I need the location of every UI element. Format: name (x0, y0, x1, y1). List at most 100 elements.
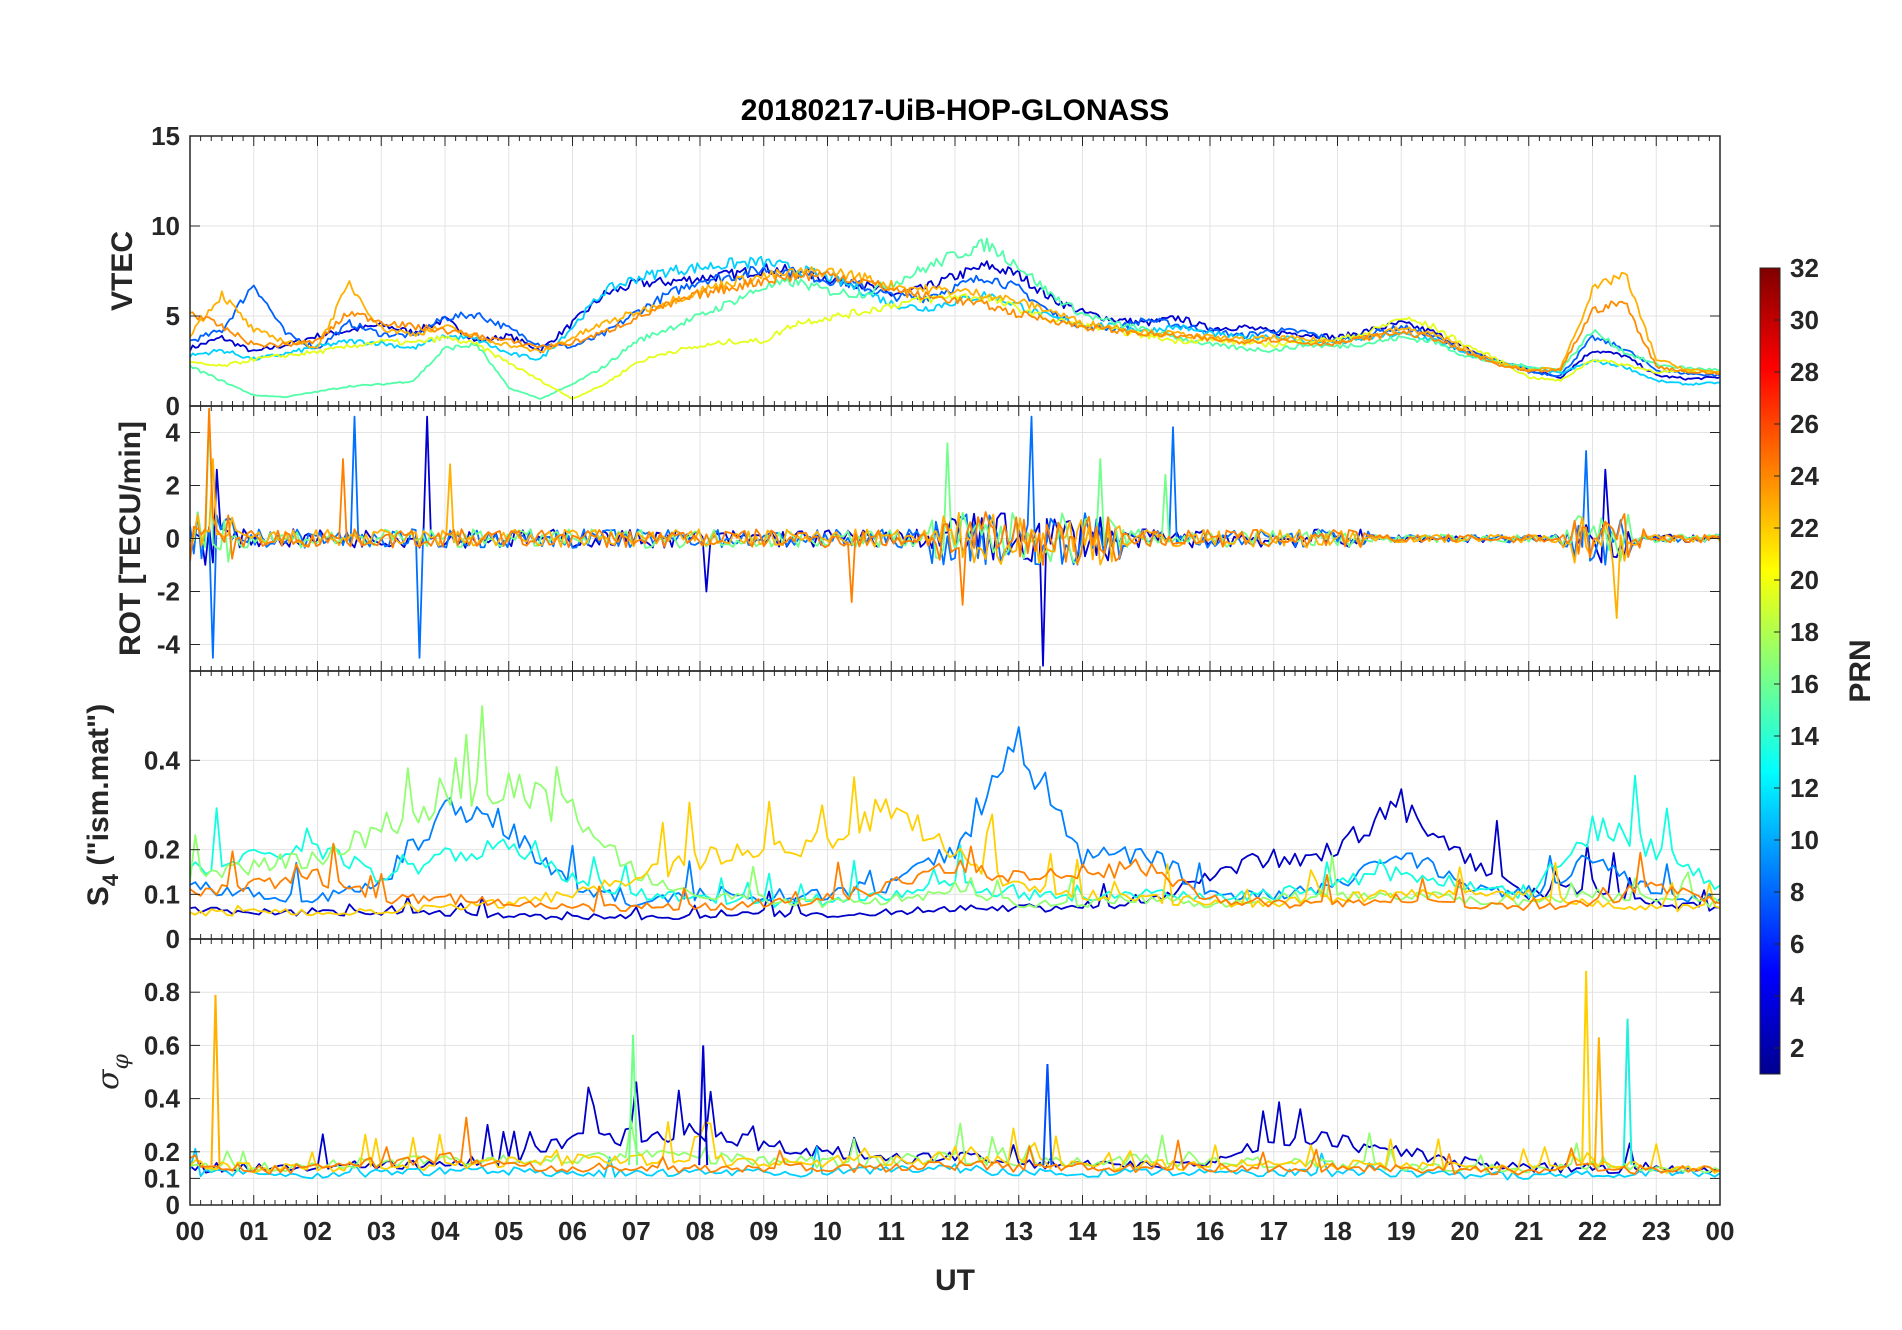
series-group (190, 407, 1720, 667)
x-tick-label: 22 (1578, 1216, 1607, 1246)
x-tick-label: 01 (239, 1216, 268, 1246)
peak-prn-22 (210, 994, 221, 1166)
x-axis-label: UT (935, 1264, 975, 1297)
y-tick-label: 10 (151, 211, 180, 241)
x-tick-label: 13 (1004, 1216, 1033, 1246)
peak-prn-22 (1593, 1037, 1604, 1166)
y-axis-label-sigma: σφ (91, 1053, 134, 1089)
colorbar-tick-label: 2 (1790, 1033, 1804, 1063)
y-tick-label: 0 (166, 924, 180, 954)
colorbar-gradient (1759, 267, 1781, 1075)
panel-vtec: 0 5 10 15 VTEC (106, 121, 1721, 421)
x-tick-label: 00 (176, 1216, 205, 1246)
series-group (190, 970, 1720, 1181)
y-axis-label-s4: S4 ("ism.mat") (82, 704, 123, 906)
y-tick-label: -4 (157, 630, 181, 660)
y-tick-label: 0.2 (144, 1137, 180, 1167)
peak-prn-21 (1581, 970, 1592, 1166)
x-tick-label: 09 (749, 1216, 778, 1246)
x-tick-label: 05 (494, 1216, 523, 1246)
series-prn-12 (190, 255, 1720, 386)
panel-rot: -4 -2 0 2 4 ROT [TECU/min] (114, 405, 1721, 672)
series-prn-3 (190, 788, 1720, 921)
y-tick-label: 0.1 (144, 879, 180, 909)
y-tick-label: 0 (166, 391, 180, 421)
series-prn-24 (190, 842, 1720, 913)
series-prn-21 (190, 1121, 1720, 1174)
colorbar-tick-label: 6 (1790, 929, 1804, 959)
x-tick-label: 08 (686, 1216, 715, 1246)
colorbar-tick-label: 28 (1790, 357, 1819, 387)
colorbar-tick-label: 26 (1790, 409, 1819, 439)
series-group (190, 237, 1720, 400)
colorbar-tick-label: 8 (1790, 877, 1804, 907)
x-tick-label: 12 (941, 1216, 970, 1246)
x-tick-label: 17 (1259, 1216, 1288, 1246)
y-axis-label-rot: ROT [TECU/min] (114, 421, 147, 656)
colorbar-tick-label: 18 (1790, 617, 1819, 647)
y-tick-label: 0.1 (144, 1163, 180, 1193)
series-prn-22 (190, 266, 1720, 374)
series-prn-3 (190, 1081, 1720, 1174)
chart-title: 20180217-UiB-HOP-GLONASS (741, 94, 1169, 127)
colorbar-tick-label: 12 (1790, 773, 1819, 803)
x-tick-label: 23 (1642, 1216, 1671, 1246)
series-prn-24 (190, 1116, 1720, 1176)
x-tick-label: 04 (431, 1216, 460, 1246)
colorbar-tick-label: 24 (1790, 461, 1819, 491)
y-tick-label: -2 (157, 577, 180, 607)
peak-prn-3 (698, 1045, 709, 1166)
y-tick-label: 2 (166, 471, 180, 501)
peak-prn-13 (1622, 1018, 1633, 1166)
series-prn-8 (190, 415, 1720, 659)
colorbar-tick-label: 20 (1790, 565, 1819, 595)
y-axis-label-vtec: VTEC (106, 231, 139, 311)
x-tick-label: 02 (303, 1216, 332, 1246)
x-tick-label: 00 (1706, 1216, 1735, 1246)
colorbar-tick-label: 10 (1790, 825, 1819, 855)
colorbar-tick-label: 4 (1790, 981, 1805, 1011)
x-tick-label: 10 (813, 1216, 842, 1246)
x-tick-label: 20 (1451, 1216, 1480, 1246)
colorbar-tick-label: 32 (1790, 253, 1819, 283)
y-tick-label: 15 (151, 121, 180, 151)
x-tick-label: 16 (1196, 1216, 1225, 1246)
panel-sigma: 00.10.2 0.4 0.6 0.8 σφ (91, 938, 1721, 1220)
series-group (190, 705, 1720, 921)
colorbar-tick-label: 30 (1790, 305, 1819, 335)
y-tick-label: 0.6 (144, 1030, 180, 1060)
panel-s4: 0 0.1 0.2 0.4 S4 ("ism.mat") (82, 670, 1721, 954)
peak-prn-16 (628, 1034, 639, 1166)
x-tick-label: 15 (1132, 1216, 1161, 1246)
y-label-main: S (82, 886, 115, 906)
colorbar-label: PRN (1844, 639, 1877, 702)
y-tick-label: 0.2 (144, 835, 180, 865)
series-prn-15 (190, 237, 1720, 400)
series-prn-21 (190, 776, 1720, 917)
colorbar-tick-label: 16 (1790, 669, 1819, 699)
x-axis: 00 01 02 03 04 05 06 07 08 09 10 11 12 13 14 15 16 17 18 19… (176, 1216, 1735, 1246)
y-tick-label: 0.4 (144, 745, 181, 775)
x-tick-label: 03 (367, 1216, 396, 1246)
y-tick-label: 0 (166, 1190, 180, 1220)
y-label-main: σ (91, 1068, 126, 1090)
x-tick-label: 07 (622, 1216, 651, 1246)
y-label-rest: ("ism.mat") (82, 704, 115, 874)
x-tick-label: 11 (878, 1216, 906, 1246)
peak-prn-6 (1042, 1063, 1053, 1166)
series-prn-8 (190, 726, 1720, 908)
y-label-sub: φ (109, 1053, 134, 1069)
y-tick-label: 0 (166, 524, 180, 554)
y-tick-label: 5 (166, 301, 180, 331)
x-tick-label: 14 (1068, 1216, 1097, 1246)
y-label-sub: 4 (98, 873, 123, 886)
series-prn-24 (190, 270, 1720, 376)
y-tick-label: 0.8 (144, 977, 180, 1007)
y-tick-label: 4 (166, 418, 181, 448)
colorbar-tick-label: 14 (1790, 721, 1819, 751)
series-prn-24 (190, 407, 1720, 606)
